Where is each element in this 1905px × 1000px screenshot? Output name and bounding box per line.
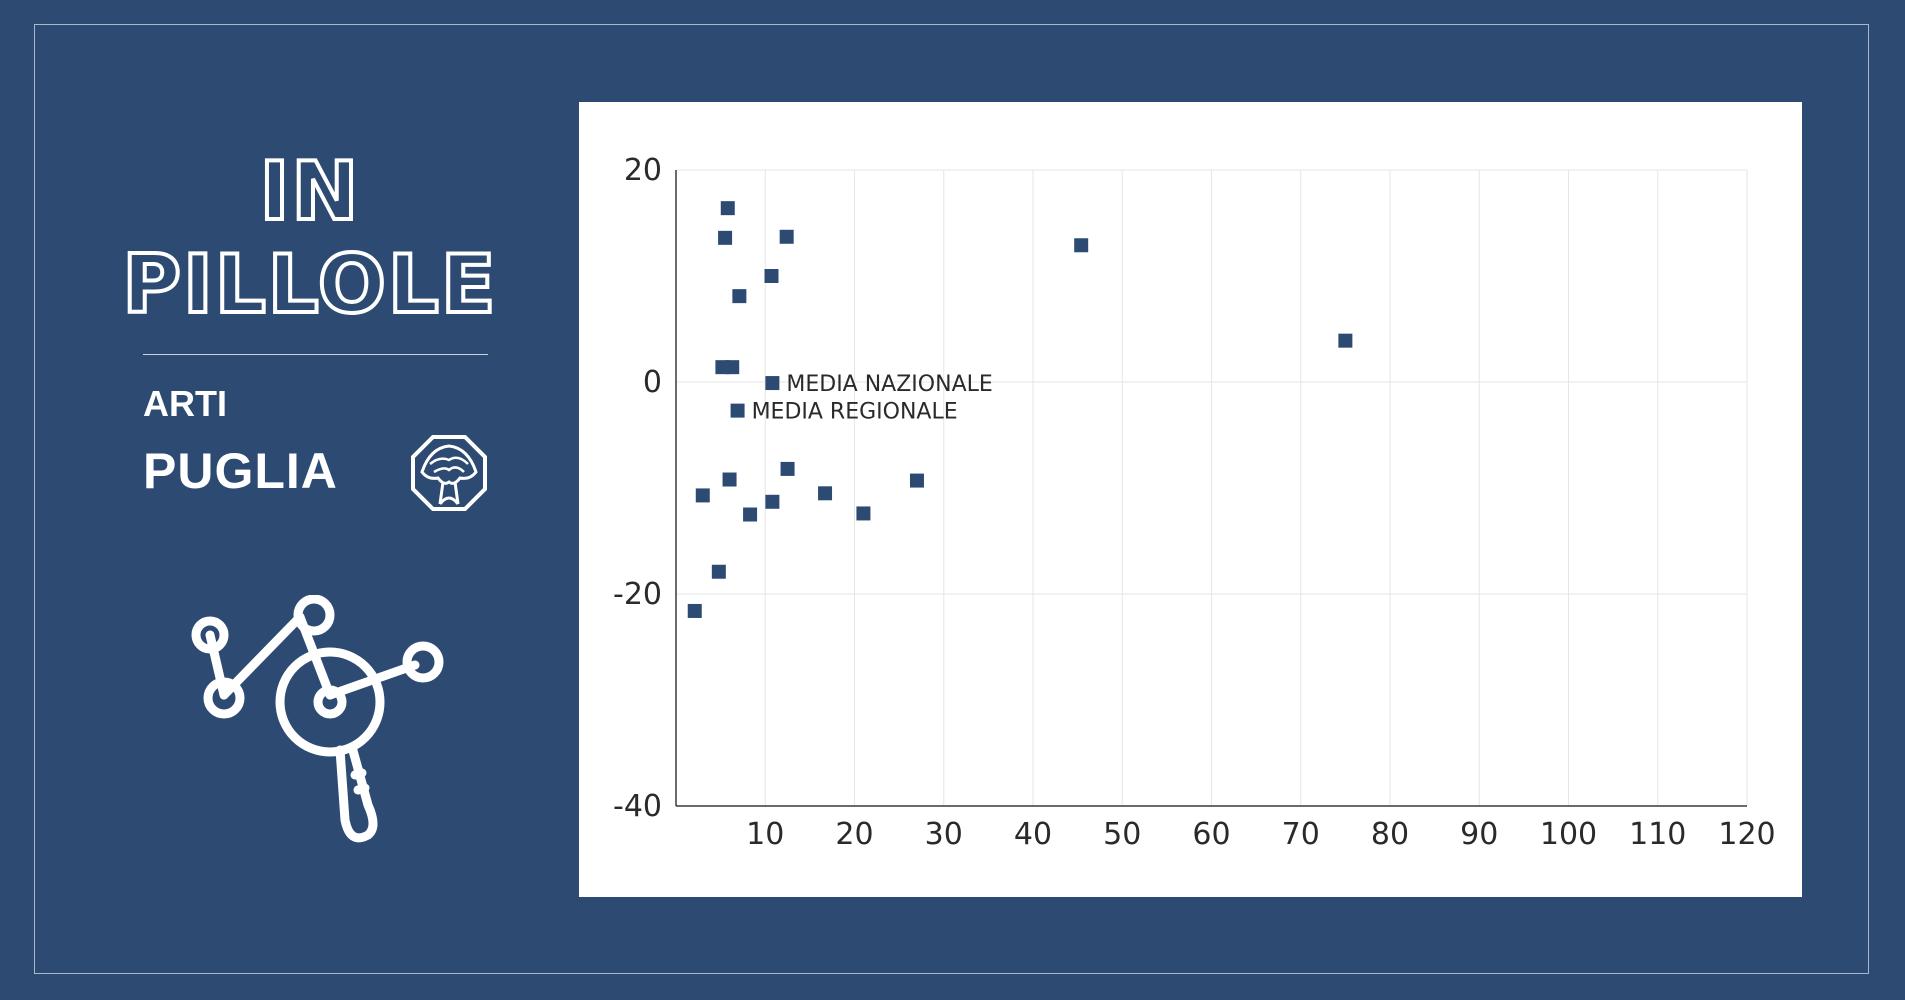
region-label: PUGLIA (143, 443, 338, 499)
y-tick-label: 0 (643, 365, 662, 400)
data-point (1074, 238, 1089, 253)
x-tick-label: 40 (1014, 817, 1052, 852)
x-tick-label: 50 (1103, 817, 1141, 852)
data-point (764, 269, 779, 283)
x-tick-label: 10 (746, 817, 784, 852)
border-frame (34, 24, 1869, 974)
data-point (725, 360, 740, 375)
x-tick-label: 70 (1282, 817, 1320, 852)
y-tick-label: -40 (613, 789, 662, 824)
x-tick-label: 30 (925, 817, 963, 852)
data-point (720, 201, 735, 216)
title-line-2: PILLOLE (120, 238, 498, 331)
x-tick-label: 60 (1192, 817, 1230, 852)
category-label: ARTI (143, 383, 227, 424)
data-point (818, 486, 833, 501)
x-tick-label: 20 (835, 817, 873, 852)
data-point (909, 473, 924, 488)
point-label: MEDIA REGIONALE (752, 400, 958, 425)
data-point (780, 461, 795, 476)
data-point (1338, 333, 1353, 348)
x-tick-label: 110 (1629, 817, 1686, 852)
point-label: MEDIA NAZIONALE (786, 372, 992, 397)
data-point (856, 506, 871, 521)
y-tick-label: -20 (613, 577, 662, 612)
x-tick-label: 120 (1718, 817, 1775, 852)
y-tick-label: 20 (624, 153, 662, 188)
data-point (779, 229, 794, 244)
x-tick-label: 80 (1371, 817, 1409, 852)
data-point (718, 230, 733, 245)
data-point (711, 564, 726, 579)
tree-octagon-icon (411, 435, 487, 511)
data-point (730, 403, 745, 418)
x-tick-label: 100 (1540, 817, 1597, 852)
title-line-1: IN (258, 145, 361, 238)
data-point (687, 603, 702, 618)
x-tick-label: 90 (1460, 817, 1498, 852)
data-point (732, 289, 747, 304)
data-point (722, 472, 737, 487)
scatter-chart: 10 20 30 40 50 60 70 80 90 100 110 120 20 0 -20 -40 MEDI… (613, 153, 1776, 852)
chart-panel: 10 20 30 40 50 60 70 80 90 100 110 120 20 0 -20 -40 MEDI… (579, 102, 1802, 897)
data-point (765, 376, 780, 391)
network-magnifier-icon (191, 595, 444, 843)
data-point (695, 488, 710, 503)
divider (143, 354, 488, 355)
data-point (743, 507, 758, 522)
data-point (765, 494, 780, 509)
